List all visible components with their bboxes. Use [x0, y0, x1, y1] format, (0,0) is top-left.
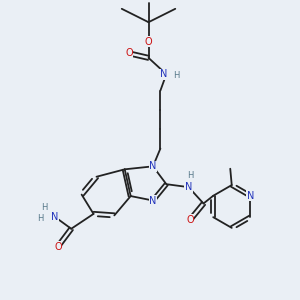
Text: O: O: [125, 48, 133, 59]
Text: N: N: [149, 161, 157, 171]
Text: H: H: [173, 71, 179, 80]
Text: H: H: [37, 214, 43, 223]
Text: H: H: [188, 171, 194, 180]
Text: H: H: [41, 203, 47, 212]
Text: O: O: [145, 37, 152, 46]
Text: N: N: [160, 69, 167, 79]
Text: O: O: [54, 242, 62, 252]
Text: N: N: [247, 191, 254, 201]
Text: N: N: [185, 182, 192, 192]
Text: N: N: [149, 196, 157, 206]
Text: N: N: [51, 212, 58, 222]
Text: O: O: [186, 215, 194, 225]
